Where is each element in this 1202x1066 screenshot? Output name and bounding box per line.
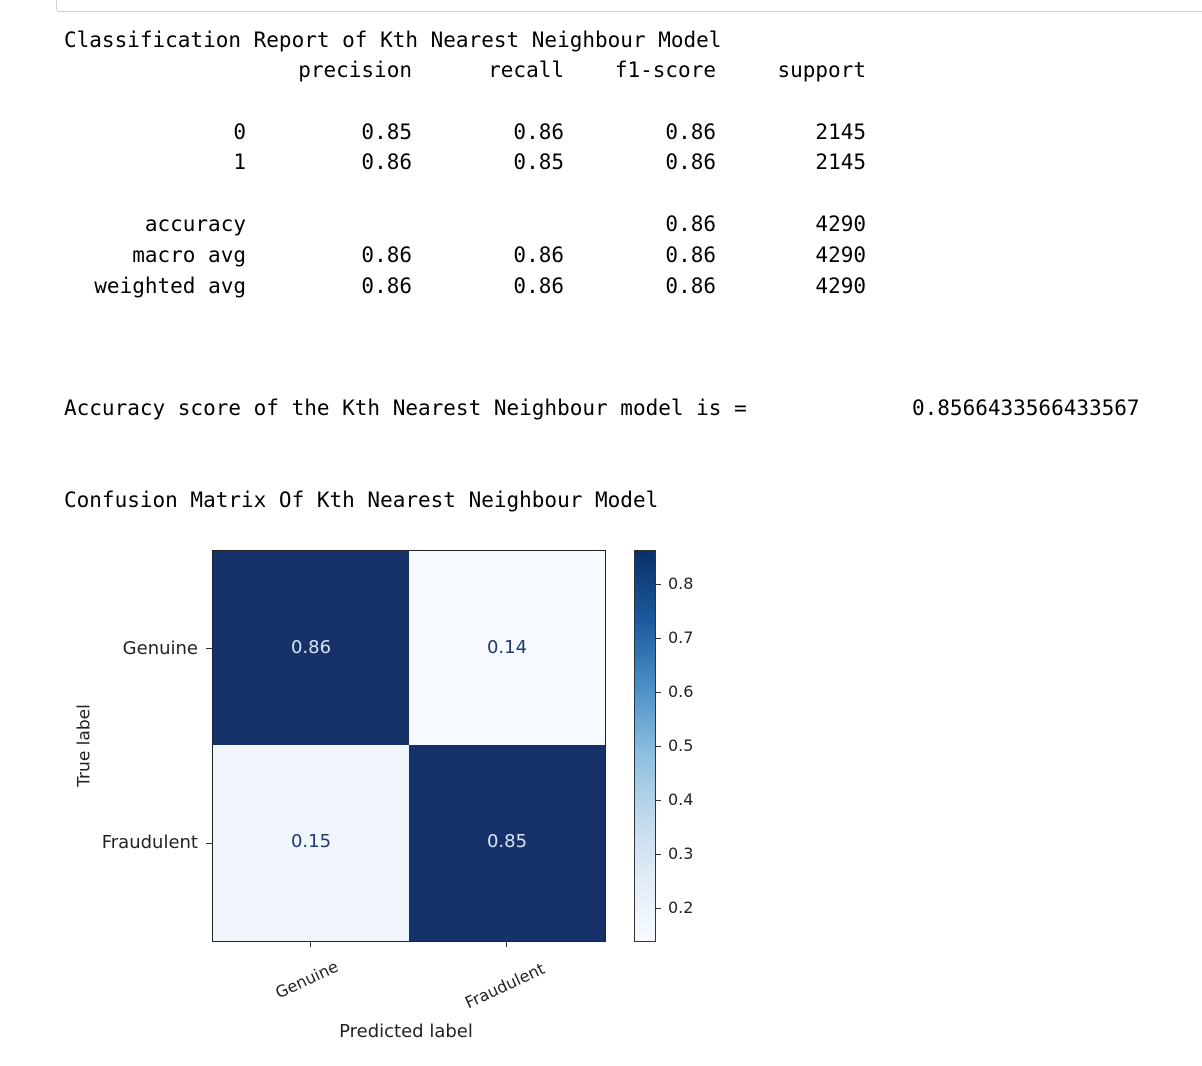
colorbar-tick [655, 854, 661, 855]
colorbar [634, 550, 656, 942]
colorbar-tick-label: 0.3 [668, 844, 694, 863]
summary-f1: 0.86 [665, 274, 716, 298]
summary-f1: 0.86 [665, 243, 716, 267]
matrix-value: 0.14 [486, 637, 528, 658]
notebook-cell-border [56, 0, 1202, 12]
header-f1: f1-score [614, 58, 716, 82]
x-tick [506, 941, 507, 947]
y-tick [206, 648, 212, 649]
summary-support: 4290 [815, 212, 866, 236]
accuracy-text: Accuracy score of the Kth Nearest Neighb… [64, 396, 747, 420]
y-tick [206, 843, 212, 844]
colorbar-tick-label: 0.8 [668, 574, 694, 593]
y-axis-label: True label [74, 704, 95, 787]
colorbar-tick-label: 0.2 [668, 898, 694, 917]
summary-f1: 0.86 [665, 212, 716, 236]
y-tick-label: Genuine [122, 638, 198, 659]
row-label: 1 [233, 150, 246, 174]
summary-precision: 0.86 [361, 243, 412, 267]
summary-support: 4290 [815, 243, 866, 267]
x-tick-label: Fraudulent [462, 958, 548, 1013]
matrix-cell [409, 551, 605, 745]
row-precision: 0.86 [361, 150, 412, 174]
matrix-cell [213, 551, 409, 745]
colorbar-tick [655, 692, 661, 693]
colorbar-tick-label: 0.7 [668, 628, 694, 647]
matrix-frame [212, 550, 606, 942]
summary-label: weighted avg [94, 274, 246, 298]
matrix-value: 0.86 [290, 637, 332, 658]
colorbar-tick-label: 0.5 [668, 736, 694, 755]
summary-recall: 0.86 [513, 243, 564, 267]
header-precision: precision [298, 58, 412, 82]
row-recall: 0.85 [513, 150, 564, 174]
row-support: 2145 [815, 120, 866, 144]
colorbar-tick [655, 584, 661, 585]
header-support: support [777, 58, 866, 82]
colorbar-tick [655, 746, 661, 747]
row-recall: 0.86 [513, 120, 564, 144]
colorbar-tick-label: 0.4 [668, 790, 694, 809]
report-title: Classification Report of Kth Nearest Nei… [64, 28, 722, 52]
row-support: 2145 [815, 150, 866, 174]
confusion-title: Confusion Matrix Of Kth Nearest Neighbou… [64, 488, 659, 512]
matrix-value: 0.15 [290, 831, 332, 852]
summary-support: 4290 [815, 274, 866, 298]
summary-recall: 0.86 [513, 274, 564, 298]
row-f1: 0.86 [665, 120, 716, 144]
colorbar-tick [655, 908, 661, 909]
matrix-cell [409, 745, 605, 941]
x-axis-label: Predicted label [339, 1021, 473, 1042]
colorbar-tick-label: 0.6 [668, 682, 694, 701]
row-precision: 0.85 [361, 120, 412, 144]
summary-label: accuracy [144, 212, 246, 236]
header-recall: recall [488, 58, 564, 82]
colorbar-tick [655, 638, 661, 639]
summary-label: macro avg [132, 243, 246, 267]
matrix-value: 0.85 [486, 831, 528, 852]
matrix-cell [213, 745, 409, 941]
row-f1: 0.86 [665, 150, 716, 174]
x-tick [310, 941, 311, 947]
x-tick-label: Genuine [272, 956, 342, 1003]
colorbar-tick [655, 800, 661, 801]
row-label: 0 [233, 120, 246, 144]
y-tick-label: Fraudulent [101, 832, 198, 853]
summary-precision: 0.86 [361, 274, 412, 298]
accuracy-value: 0.8566433566433567 [912, 396, 1140, 420]
